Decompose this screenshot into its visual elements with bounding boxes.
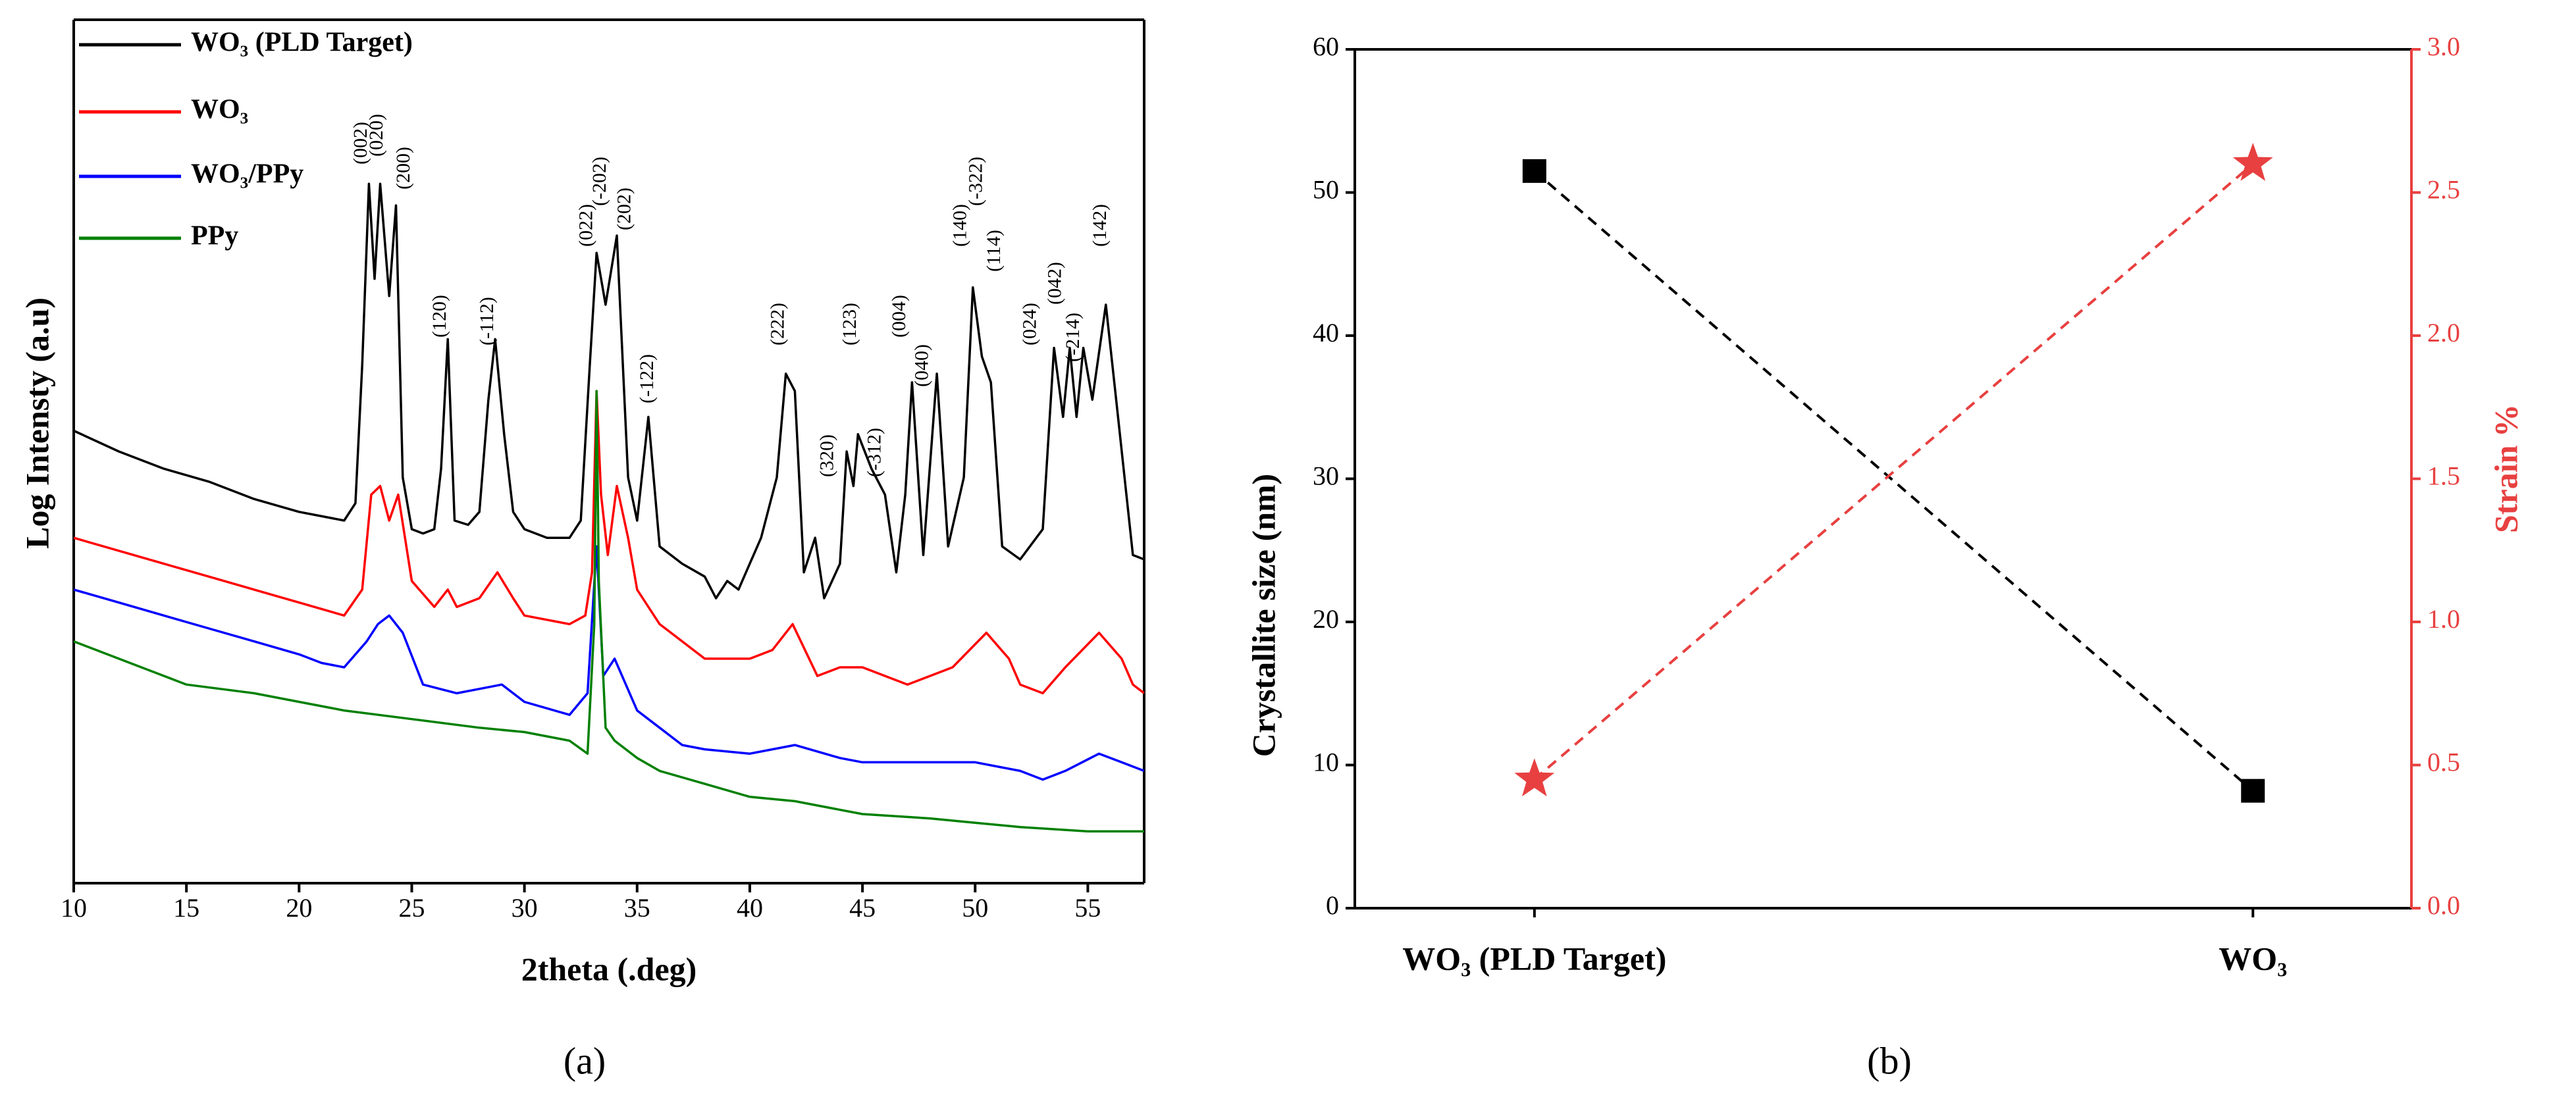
peak-label: (004) [888, 295, 910, 338]
legend-label: WO₃/PPy [191, 159, 303, 190]
series-line [73, 182, 1145, 600]
peak-label: (-202) [589, 157, 610, 206]
y-tick-label: 0 [1326, 890, 1339, 920]
peak-label: (002) [350, 122, 371, 165]
peak-label: (114) [983, 230, 1005, 272]
marker [1522, 159, 1546, 183]
peak-label: (120) [429, 295, 450, 338]
marker [1514, 758, 1555, 797]
y2-tick-label: 0.5 [2427, 748, 2460, 777]
peak-label: (142) [1089, 204, 1111, 247]
x-tick-label: 50 [962, 893, 988, 923]
y2-tick-label: 2.5 [2427, 175, 2460, 205]
series-line [1533, 170, 2254, 792]
peak-label: (024) [1019, 303, 1041, 346]
peak-label: (-214) [1062, 313, 1084, 362]
legend-label: WO₃ (PLD Target) [191, 28, 413, 58]
legend-label: PPy [191, 221, 238, 251]
peak-label: (020) [365, 114, 387, 157]
x-axis-title: 2theta (.deg) [521, 950, 697, 987]
series-line [1533, 163, 2254, 781]
peak-label: (042) [1043, 262, 1065, 305]
x-tick-label: WO₃ (PLD Target) [1402, 940, 1666, 977]
peak-label: (-112) [476, 297, 498, 346]
x-tick-label: 10 [61, 893, 87, 923]
peak-label: (022) [575, 204, 596, 247]
y-tick-label: 40 [1313, 318, 1339, 347]
peak-label: (-312) [864, 428, 885, 477]
x-tick-label: 35 [624, 893, 650, 923]
y-tick-label: 10 [1313, 748, 1339, 777]
caption: (b) [1867, 1039, 1912, 1082]
series-line [73, 390, 1144, 833]
marker [2241, 779, 2265, 803]
peak-label: (222) [766, 303, 788, 346]
y2-tick-label: 3.0 [2427, 32, 2460, 61]
y2-axis-title: Strain % [2487, 404, 2524, 533]
legend-label: WO₃ [191, 95, 248, 125]
x-tick-label: 40 [737, 893, 763, 923]
x-tick-label: 15 [173, 893, 199, 923]
peak-label: (140) [949, 204, 971, 247]
y2-tick-label: 1.5 [2427, 461, 2460, 491]
peak-label: (123) [839, 303, 860, 346]
series-line [73, 545, 1145, 781]
y2-tick-label: 1.0 [2427, 604, 2460, 634]
x-tick-label: 55 [1074, 893, 1101, 923]
y-axis-title: Log Intensty (a.u) [18, 297, 55, 549]
caption: (a) [564, 1039, 606, 1082]
peak-label: (320) [816, 434, 838, 477]
peak-label: (200) [392, 147, 414, 190]
y-tick-label: 20 [1313, 604, 1339, 634]
x-tick-label: 20 [286, 893, 312, 923]
marker [2232, 143, 2273, 181]
peak-label: (-122) [636, 354, 658, 403]
y2-tick-label: 2.0 [2427, 318, 2460, 347]
peak-label: (040) [910, 344, 932, 387]
x-tick-label: 45 [849, 893, 876, 923]
peak-label: (202) [614, 188, 635, 230]
x-tick-label: 25 [398, 893, 425, 923]
series-line [73, 390, 1145, 695]
y2-tick-label: 0.0 [2427, 890, 2460, 920]
y-tick-label: 60 [1313, 32, 1339, 61]
x-tick-label: 30 [512, 893, 538, 923]
y-tick-label: 30 [1313, 461, 1339, 491]
y-tick-label: 50 [1313, 175, 1339, 205]
y-axis-title: Crystallite size (nm) [1245, 474, 1282, 757]
x-tick-label: WO₃ [2219, 940, 2287, 977]
peak-label: (-322) [965, 157, 987, 206]
